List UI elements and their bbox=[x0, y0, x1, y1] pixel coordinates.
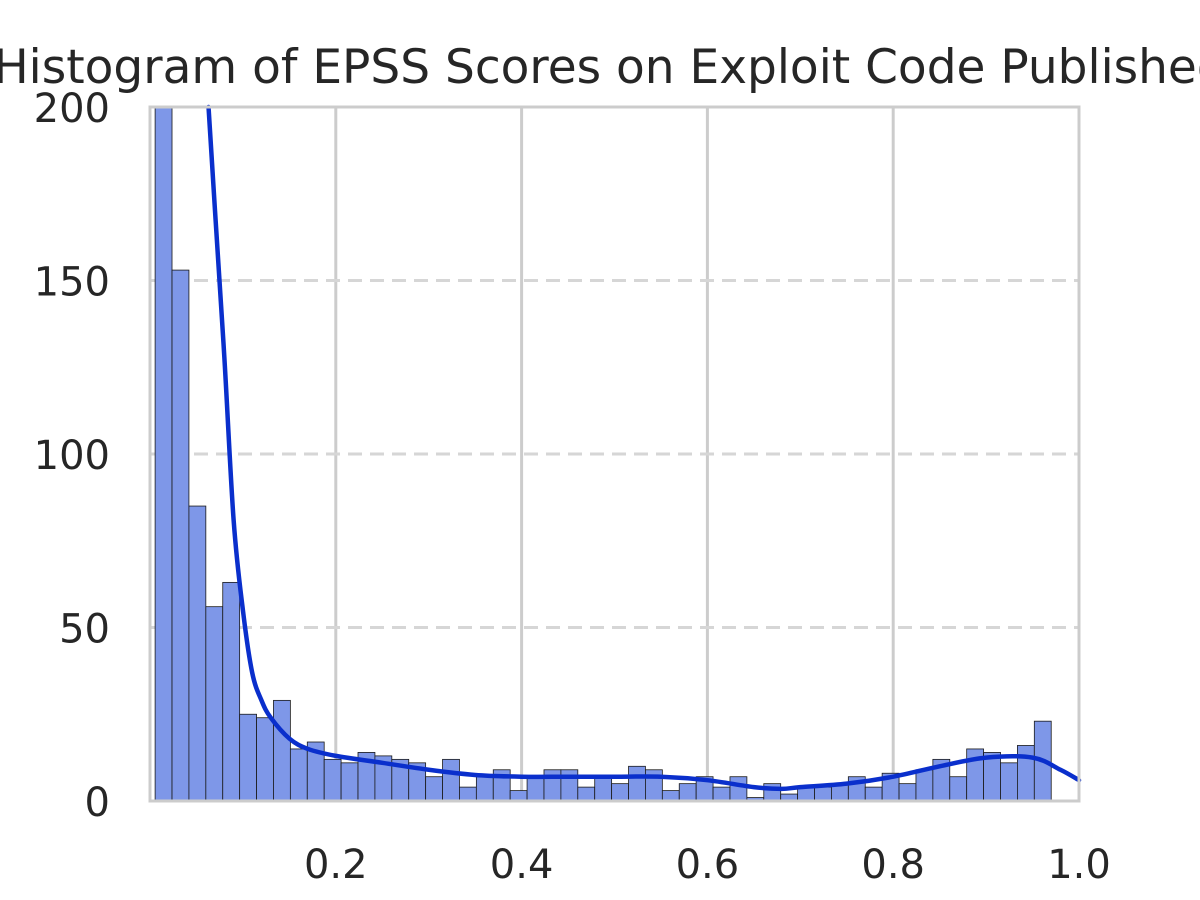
histogram-bar bbox=[273, 699, 291, 802]
chart-title: Histogram of EPSS Scores on Exploit Code… bbox=[0, 40, 1200, 95]
x-tick-label: 1.0 bbox=[1047, 842, 1111, 888]
histogram-bar bbox=[256, 717, 274, 802]
histogram-bar bbox=[712, 786, 731, 802]
y-tick-label: 0 bbox=[85, 780, 110, 826]
histogram-bars bbox=[154, 106, 1052, 802]
histogram-bar bbox=[459, 786, 477, 802]
x-tick-label: 0.4 bbox=[490, 842, 554, 888]
y-tick-label: 150 bbox=[34, 260, 110, 306]
histogram-bar bbox=[1017, 745, 1035, 802]
histogram-bar bbox=[188, 505, 207, 802]
histogram-bar bbox=[661, 790, 680, 802]
histogram-bar bbox=[628, 765, 646, 802]
histogram-bar bbox=[205, 606, 224, 802]
histogram-bar bbox=[475, 776, 494, 802]
histogram-bar bbox=[442, 758, 460, 802]
y-tick-label: 200 bbox=[34, 86, 110, 132]
histogram-bar bbox=[543, 769, 562, 802]
histogram-bar bbox=[611, 783, 629, 802]
plot-frame bbox=[148, 105, 1081, 803]
x-axis-ticks: 0.2 0.4 0.6 0.8 1.0 bbox=[304, 842, 1111, 888]
kde-curve-group bbox=[206, 104, 1082, 792]
histogram-bar bbox=[526, 776, 545, 802]
histogram-bar bbox=[171, 269, 190, 802]
histogram-bar bbox=[949, 776, 968, 802]
histogram-bar bbox=[222, 581, 241, 802]
y-axis-ticks: 0 50 100 150 200 bbox=[34, 86, 110, 826]
histogram-bar bbox=[1000, 762, 1018, 802]
histogram-bar bbox=[323, 758, 342, 802]
histogram-bar bbox=[678, 783, 697, 802]
histogram-bar bbox=[814, 786, 832, 802]
x-tick-label: 0.6 bbox=[676, 842, 740, 888]
histogram-bar bbox=[289, 748, 308, 802]
histogram-bar bbox=[898, 783, 917, 802]
histogram-bar bbox=[594, 776, 613, 802]
x-tick-label: 0.8 bbox=[861, 842, 925, 888]
grid-lines bbox=[150, 107, 1079, 801]
histogram-bar bbox=[154, 106, 173, 802]
y-tick-label: 50 bbox=[59, 607, 110, 653]
histogram-bar bbox=[560, 769, 579, 802]
histogram-bar bbox=[340, 762, 359, 802]
histogram-bar bbox=[577, 786, 596, 802]
y-tick-label: 100 bbox=[34, 433, 110, 479]
histogram-bar bbox=[864, 786, 883, 802]
histogram-bar bbox=[425, 776, 443, 802]
kde-curve bbox=[206, 104, 1082, 792]
histogram-bar bbox=[729, 776, 748, 802]
histogram-bar bbox=[915, 769, 934, 802]
histogram-bar bbox=[239, 713, 257, 802]
x-tick-label: 0.2 bbox=[304, 842, 368, 888]
histogram-bar bbox=[509, 790, 528, 802]
